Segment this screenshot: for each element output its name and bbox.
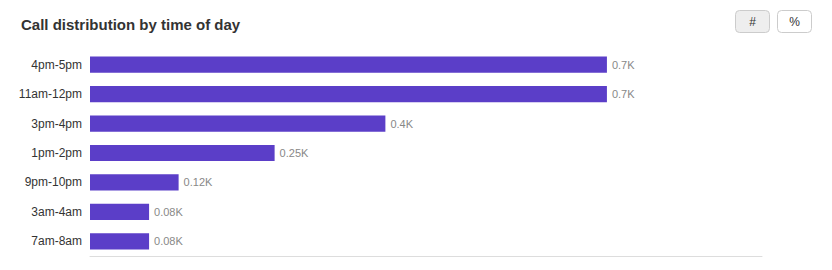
svg-text:0.4K: 0.4K [390, 118, 413, 130]
svg-text:0.08K: 0.08K [154, 206, 183, 218]
svg-text:1pm-2pm: 1pm-2pm [31, 146, 82, 160]
svg-text:0.12K: 0.12K [184, 176, 213, 188]
svg-text:3am-4am: 3am-4am [31, 205, 82, 219]
svg-text:%: % [789, 15, 800, 29]
svg-text:3pm-4pm: 3pm-4pm [31, 117, 82, 131]
svg-text:#: # [749, 15, 756, 29]
svg-text:Call distribution by time of d: Call distribution by time of day [21, 16, 241, 33]
svg-text:0.7K: 0.7K [612, 88, 635, 100]
svg-text:0.08K: 0.08K [154, 235, 183, 247]
svg-text:11am-12pm: 11am-12pm [19, 87, 82, 101]
svg-text:0.7K: 0.7K [612, 59, 635, 71]
svg-text:7am-8am: 7am-8am [31, 234, 82, 248]
svg-text:9pm-10pm: 9pm-10pm [25, 175, 82, 189]
svg-text:0.25K: 0.25K [280, 147, 309, 159]
svg-text:4pm-5pm: 4pm-5pm [31, 58, 82, 72]
